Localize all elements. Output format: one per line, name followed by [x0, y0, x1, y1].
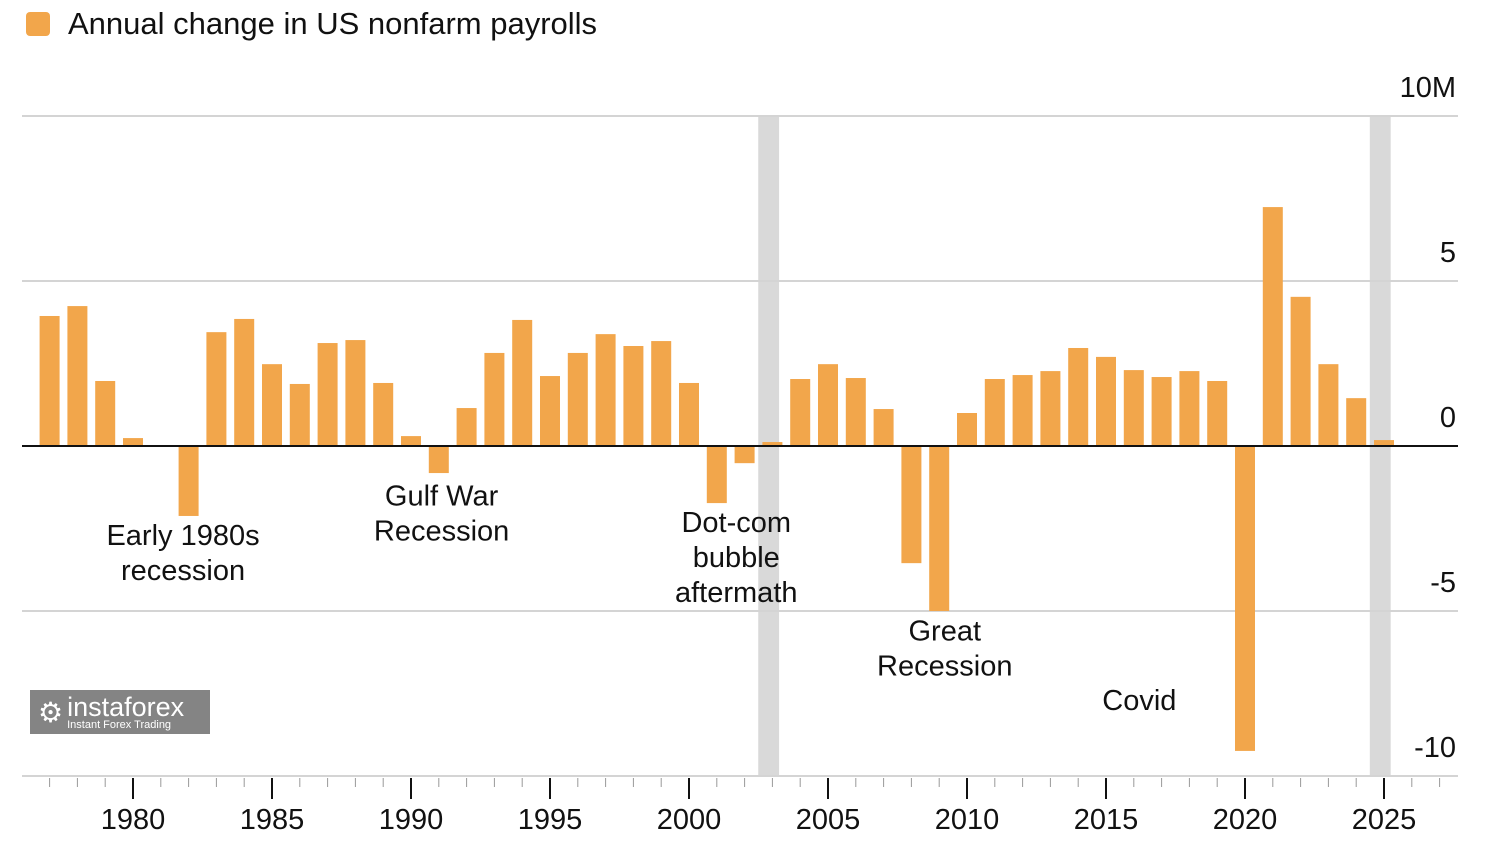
annotation-label: Covid	[1102, 685, 1176, 717]
bar-1977	[39, 315, 60, 446]
bar-2003	[762, 442, 783, 446]
x-tick-label: 1985	[240, 804, 305, 836]
bar-2014	[1068, 347, 1089, 446]
x-tick-label: 2000	[657, 804, 722, 836]
y-tick-label: 5	[1440, 237, 1456, 269]
bar-2004	[790, 379, 811, 446]
bar-1998	[623, 346, 644, 446]
bar-2021	[1262, 207, 1283, 446]
bar-2016	[1123, 370, 1144, 446]
x-tick-label: 1995	[518, 804, 583, 836]
legend: Annual change in US nonfarm payrolls	[26, 6, 597, 42]
bar-1982	[178, 446, 199, 516]
legend-label: Annual change in US nonfarm payrolls	[68, 6, 598, 41]
bar-2015	[1096, 356, 1116, 446]
x-tick-label: 2010	[935, 804, 1000, 836]
bar-2001	[706, 446, 727, 504]
y-tick-label: -10	[1414, 732, 1456, 764]
y-tick-label: -5	[1430, 567, 1456, 599]
bar-1995	[540, 376, 560, 446]
bar-2025	[1374, 440, 1394, 446]
x-tick-label: 2025	[1352, 804, 1417, 836]
x-tick-label: 2015	[1074, 804, 1139, 836]
annotation-label: Great	[908, 616, 981, 648]
watermark-brand: instaforex	[67, 691, 185, 722]
x-tick-label: 1990	[379, 804, 444, 836]
bar-1987	[317, 343, 338, 446]
annotation-label: Dot-com	[681, 507, 791, 539]
bar-2019	[1207, 380, 1228, 446]
bar-2000	[679, 382, 699, 446]
bar-1985	[262, 364, 282, 446]
watermark-tagline: Instant Forex Trading	[67, 718, 172, 731]
bar-2006	[845, 378, 866, 446]
bar-2007	[873, 409, 894, 446]
bar-1988	[345, 340, 366, 446]
y-tick-label: 10M	[1400, 72, 1456, 104]
annotation-label: bubble	[693, 542, 780, 574]
bar-2023	[1318, 364, 1339, 446]
legend-swatch	[26, 12, 50, 36]
bar-1997	[595, 334, 616, 446]
annotation-label: aftermath	[675, 577, 798, 609]
bar-1978	[67, 306, 88, 446]
bar-1992	[456, 408, 477, 446]
bar-2002	[734, 446, 755, 464]
bar-2009	[929, 446, 950, 611]
bar-2012	[1012, 375, 1033, 446]
bar-2022	[1290, 296, 1311, 446]
watermark: ⚙ instaforex Instant Forex Trading	[30, 690, 210, 734]
bar-1999	[651, 341, 672, 446]
bar-2011	[984, 379, 1005, 446]
y-tick-label: 0	[1440, 402, 1456, 434]
x-tick-label: 2005	[796, 804, 861, 836]
bar-2008	[901, 446, 922, 564]
bar-2020	[1235, 446, 1255, 751]
bar-1980	[123, 438, 143, 446]
bar-1984	[234, 318, 255, 446]
bar-1990	[401, 436, 421, 446]
bar-1994	[512, 319, 533, 446]
bar-1989	[373, 382, 394, 446]
x-tick-label: 1980	[101, 804, 166, 836]
annotation-label: Recession	[374, 515, 509, 547]
bar-2005	[818, 364, 838, 446]
x-tick-label: 2020	[1213, 804, 1278, 836]
annotation-label: Gulf War	[385, 480, 499, 512]
bar-1991	[428, 446, 449, 474]
annotation-label: Recession	[877, 651, 1012, 683]
bar-2017	[1151, 377, 1172, 446]
bar-1996	[567, 352, 588, 446]
bar-1983	[206, 332, 227, 446]
annotation-label: recession	[121, 555, 245, 587]
bar-1979	[95, 380, 116, 446]
bar-2024	[1346, 398, 1367, 446]
bar-1986	[289, 383, 310, 446]
bar-1993	[484, 352, 505, 446]
annotation-label: Early 1980s	[106, 520, 259, 552]
bar-2013	[1040, 371, 1061, 446]
gear-logo-icon: ⚙	[38, 696, 64, 728]
bar-2018	[1179, 371, 1200, 446]
bar-2010	[957, 413, 977, 446]
